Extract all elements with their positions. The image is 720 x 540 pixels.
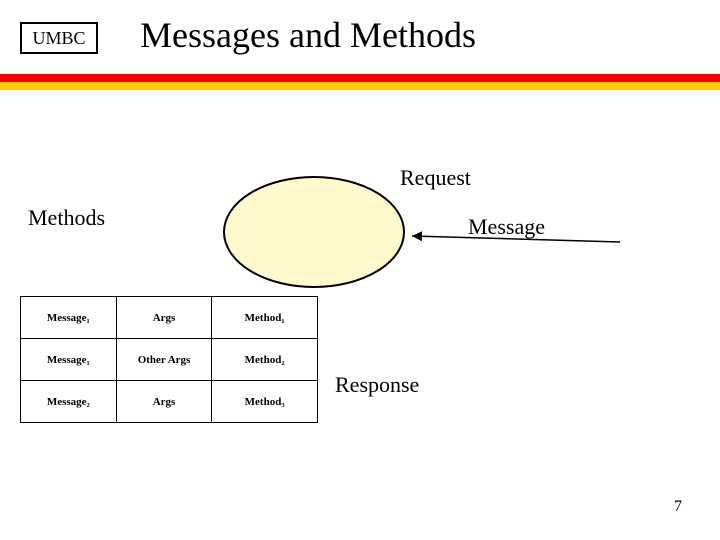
table-cell: Method₁ bbox=[212, 297, 318, 339]
header-line-yellow bbox=[0, 82, 720, 90]
table-cell: Message₁ bbox=[21, 297, 117, 339]
table-cell: Method₃ bbox=[212, 381, 318, 423]
label-methods: Methods bbox=[28, 205, 105, 231]
slide: UMBC Messages and Methods Methods Reques… bbox=[0, 0, 720, 540]
table-cell: Args bbox=[116, 381, 212, 423]
table-cell: Args bbox=[116, 297, 212, 339]
table-row: Message₂ArgsMethod₃ bbox=[21, 381, 318, 423]
table-cell: Message₁ bbox=[21, 339, 117, 381]
methods-table: Message₁ArgsMethod₁Message₁Other ArgsMet… bbox=[20, 296, 318, 423]
umbc-badge-text: UMBC bbox=[32, 28, 85, 48]
header-line-red bbox=[0, 74, 720, 82]
page-number: 7 bbox=[674, 498, 682, 516]
umbc-badge: UMBC bbox=[20, 22, 98, 54]
label-response: Response bbox=[335, 372, 419, 398]
label-request: Request bbox=[400, 165, 471, 191]
table-row: Message₁Other ArgsMethod₂ bbox=[21, 339, 318, 381]
slide-title: Messages and Methods bbox=[140, 14, 476, 56]
object-ellipse bbox=[224, 177, 404, 287]
table-cell: Other Args bbox=[116, 339, 212, 381]
message-arrow-head bbox=[412, 231, 422, 241]
label-message: Message bbox=[468, 214, 545, 240]
methods-table-body: Message₁ArgsMethod₁Message₁Other ArgsMet… bbox=[21, 297, 318, 423]
table-row: Message₁ArgsMethod₁ bbox=[21, 297, 318, 339]
table-cell: Method₂ bbox=[212, 339, 318, 381]
table-cell: Message₂ bbox=[21, 381, 117, 423]
